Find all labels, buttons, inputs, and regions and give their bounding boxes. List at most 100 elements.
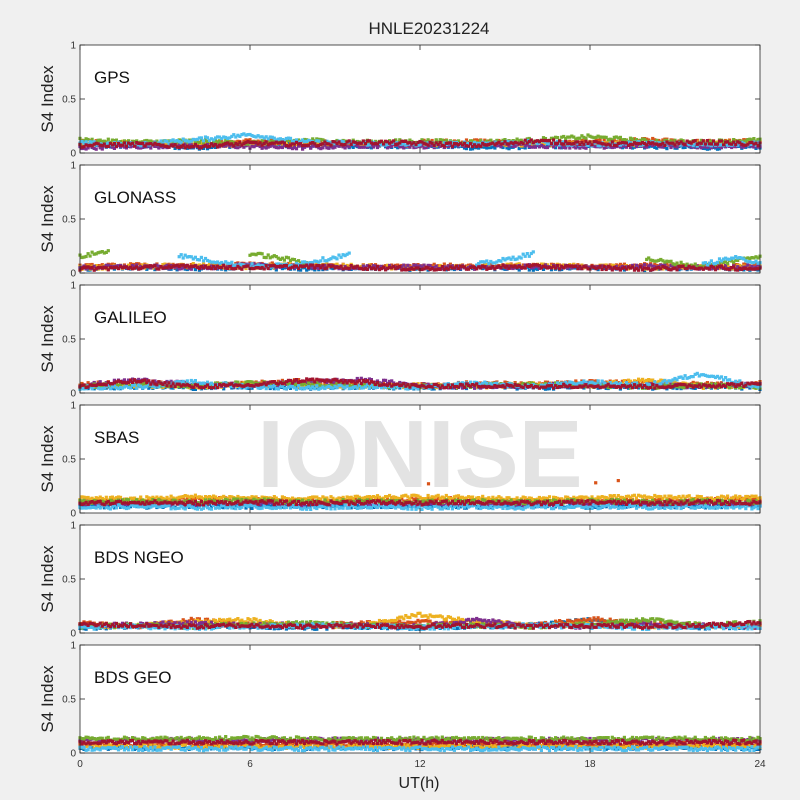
data-point [90,140,94,144]
data-point [260,135,264,139]
data-point [588,140,592,144]
data-point [321,263,325,267]
data-point [473,138,477,142]
data-point [116,143,121,147]
data-point [418,145,422,149]
data-point [473,145,477,150]
data-point [616,136,620,140]
data-point [475,138,479,142]
data-point [501,138,505,142]
data-point [189,143,193,147]
data-point [268,139,272,143]
data-point [422,146,426,150]
data-point [218,139,222,143]
data-point [483,138,487,142]
data-point [404,143,408,147]
data-point [509,145,513,149]
data-point [201,141,206,145]
data-point [359,145,363,149]
data-point [337,144,341,148]
data-point [632,137,637,141]
data-point [272,136,276,140]
data-point [329,143,333,147]
data-point [124,144,129,148]
y-axis-label: S4 Index [38,65,57,133]
data-point [98,146,102,150]
data-point [436,145,440,149]
data-point [260,146,264,150]
data-point [331,146,335,150]
data-point [562,134,566,139]
data-point [549,136,554,140]
data-point [545,145,550,150]
data-point [645,137,649,141]
data-point [264,140,268,144]
data-point [637,268,641,272]
data-point [266,253,270,257]
data-point [268,144,272,148]
data-point [319,259,323,263]
data-point [507,144,511,148]
data-point [531,250,535,254]
data-point [647,145,651,149]
data-point [416,143,420,147]
data-point [533,145,537,149]
data-point [230,140,234,144]
data-point [665,138,669,142]
data-point [715,147,720,151]
data-point [124,146,129,150]
data-point [228,136,232,140]
data-point [634,145,639,149]
data-point [408,145,412,149]
data-point [643,145,647,149]
data-point [165,142,169,146]
data-point [266,137,270,141]
data-point [450,144,454,148]
data-point [226,136,230,140]
data-point [131,139,135,143]
data-point [327,140,331,144]
data-point [349,140,353,144]
data-point [653,145,657,149]
data-point [242,132,246,136]
data-point [515,137,519,141]
data-point [606,138,610,142]
data-point [469,141,473,146]
data-point [701,145,705,149]
data-point [82,141,86,145]
data-point [519,256,523,260]
panel-label: GLONASS [94,188,176,207]
data-point [568,135,572,139]
data-point [711,144,716,148]
data-point [521,142,525,146]
data-point [284,138,288,142]
data-point [545,143,550,147]
data-point [193,139,197,143]
data-point [216,135,220,139]
data-point [82,138,86,143]
data-point [106,141,110,145]
data-point [394,141,398,145]
data-point [242,139,246,143]
data-point [114,143,118,147]
data-point [100,147,104,151]
data-point [705,147,709,151]
data-point [149,139,153,143]
data-point [216,140,220,145]
data-point [732,138,736,142]
data-point [100,139,104,143]
data-point [179,253,183,257]
plot-area [80,45,760,153]
data-point [246,142,250,146]
data-point [643,263,647,267]
data-point [347,145,351,149]
data-point [483,145,487,149]
data-point [414,140,418,145]
data-point [392,141,396,145]
data-point [748,145,752,149]
data-point [369,146,373,150]
data-point [303,145,307,149]
data-point [292,146,297,150]
data-point [335,257,339,261]
data-point [379,143,384,147]
